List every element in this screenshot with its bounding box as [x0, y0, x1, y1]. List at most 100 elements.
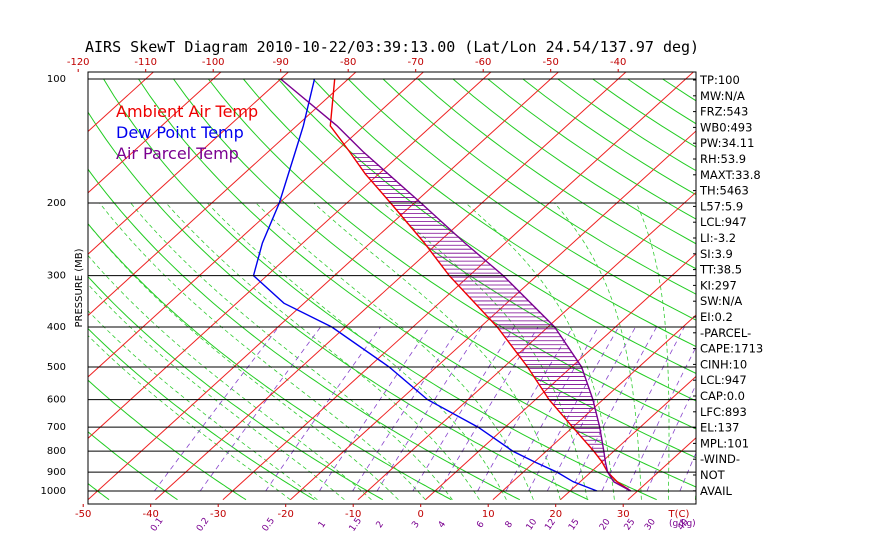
- dry-adiabat-line: [347, 78, 696, 321]
- pressure-tick-label: 900: [47, 467, 66, 478]
- isotherm-line: [425, 253, 696, 501]
- mixing-ratio-tick-label: 30: [643, 517, 658, 532]
- moist-adiabat-line: [130, 202, 453, 500]
- isotherm-line: [88, 72, 560, 501]
- legend-item-1: Ambient Air Temp: [116, 102, 258, 121]
- bottom-temp-tick-label: 0: [418, 509, 424, 520]
- index-label: PW:34.11: [700, 136, 754, 150]
- isotherm-line: [830, 70, 870, 500]
- index-label: MAXT:33.8: [700, 168, 761, 182]
- index-label: TT:38.5: [699, 263, 742, 277]
- mixing-ratio-tick-label: 4: [437, 519, 449, 530]
- legend-item-3: Air Parcel Temp: [116, 144, 239, 163]
- dry-adiabat-line: [243, 78, 696, 402]
- mixing-ratio-tick-label: 3: [410, 520, 421, 530]
- bottom-temp-tick-label: -20: [278, 509, 294, 520]
- index-label: KI:297: [700, 278, 737, 292]
- mixing-ratio-tick-label: 10: [525, 517, 540, 532]
- bottom-temp-tick-label: -30: [210, 509, 226, 520]
- moist-adiabat-line: [255, 202, 534, 500]
- index-label: CAP:0.0: [700, 389, 745, 403]
- index-label: EI:0.2: [700, 310, 733, 324]
- mixing-ratio-line: [412, 326, 515, 492]
- moist-adiabat-line: [165, 202, 480, 500]
- isobars: [88, 78, 696, 492]
- isotherm-line: [88, 72, 492, 439]
- isotherm-line: [560, 375, 696, 501]
- ambient-temp-curve: [329, 78, 632, 492]
- pressure-tick-label: 1000: [41, 486, 66, 497]
- top-temp-tick-label: -80: [340, 57, 356, 68]
- bottom-temp-tick-label: -40: [143, 509, 159, 520]
- moist-adiabat-line: [635, 202, 670, 500]
- index-label: TP:100: [699, 73, 740, 87]
- top-temp-tick-label: -60: [475, 57, 491, 68]
- top-temp-tick-label: -100: [202, 57, 225, 68]
- mixing-ratio-tick-label: 6: [475, 519, 487, 530]
- isotherm-line: [290, 130, 696, 501]
- mixing-ratio-tick-label: 2: [375, 520, 386, 530]
- index-label: -PARCEL-: [700, 326, 751, 340]
- isotherm-line: [88, 72, 357, 317]
- moist-adiabat-line: [88, 283, 345, 501]
- dry-adiabat-line: [173, 78, 696, 459]
- dry-adiabat-line: [837, 79, 870, 500]
- dry-adiabat-line: [767, 79, 870, 500]
- dry-adiabat-line: [312, 78, 696, 348]
- y-axis-label: PRESSURE (MB): [74, 248, 85, 327]
- mixing-ratio-tick-label: 15: [567, 517, 582, 532]
- bottom-temp-tick-label: 20: [549, 509, 562, 520]
- index-label: RH:53.9: [700, 152, 746, 166]
- mixing-ratio-tick-label: 0.2: [195, 516, 211, 533]
- dry-adiabat-line: [88, 168, 521, 501]
- moist-adiabat-line: [88, 223, 399, 500]
- moist-adiabat-line: [554, 202, 642, 500]
- dew-point-curve: [252, 78, 598, 492]
- bottom-temp-tick-label: -10: [345, 509, 361, 520]
- pressure-tick-label: 600: [47, 395, 66, 406]
- dry-adiabat-line: [88, 431, 178, 501]
- mixing-ratio-tick-label: 8: [504, 519, 516, 530]
- dry-adiabat-line: [103, 78, 657, 501]
- index-label: LI:-3.2: [700, 231, 736, 245]
- dry-adiabat-line: [802, 79, 870, 500]
- mixing-ratio-line: [319, 326, 430, 492]
- top-temp-tick-label: -120: [67, 57, 90, 68]
- cape-hatching: [350, 153, 607, 469]
- pressure-tick-label: 700: [47, 422, 66, 433]
- moist-adiabat-line: [88, 310, 318, 501]
- pressure-tick-label: 200: [47, 198, 66, 209]
- moist-adiabat-line: [465, 202, 615, 500]
- dry-adiabat-line: [662, 78, 696, 102]
- dry-adiabat-line: [88, 482, 110, 501]
- moist-adiabat-line: [207, 202, 507, 500]
- moist-adiabat-line: [88, 254, 372, 500]
- pressure-tick-label: 300: [47, 271, 66, 282]
- top-temp-tick-label: -50: [543, 57, 559, 68]
- plot-frame: [87, 71, 697, 505]
- pressure-tick-label: 100: [47, 74, 66, 85]
- pressure-tick-label: 500: [47, 362, 66, 373]
- index-label: MW:N/A: [700, 89, 745, 103]
- isotherm-line: [0, 70, 21, 500]
- moist-adiabat-line: [99, 202, 426, 500]
- dry-adiabat-line: [487, 78, 696, 220]
- mixing-ratio-unit-label: (g/kg): [669, 519, 696, 529]
- parcel-temp-curve: [280, 78, 632, 492]
- legend-item-2: Dew Point Temp: [116, 123, 244, 142]
- index-label: SI:3.9: [700, 247, 733, 261]
- dry-adiabat-line: [88, 111, 589, 501]
- bottom-temp-tick-label: 30: [617, 509, 630, 520]
- moist-adiabat-line: [383, 202, 588, 500]
- x-axis-label: T(C): [668, 509, 690, 520]
- dry-adiabat-line: [88, 327, 315, 501]
- index-label: NOT: [700, 468, 726, 482]
- index-label: SW:N/A: [700, 294, 742, 308]
- legend: Ambient Air Temp Dew Point Temp Air Parcel…: [116, 102, 258, 163]
- mixing-ratio-line: [626, 346, 696, 492]
- top-temp-tick-label: -110: [134, 57, 157, 68]
- index-label: CINH:10: [700, 357, 747, 371]
- isotherm-line: [492, 314, 696, 501]
- mixing-ratio-tick-label: 0.5: [261, 516, 277, 533]
- dry-adiabat-line: [277, 78, 696, 375]
